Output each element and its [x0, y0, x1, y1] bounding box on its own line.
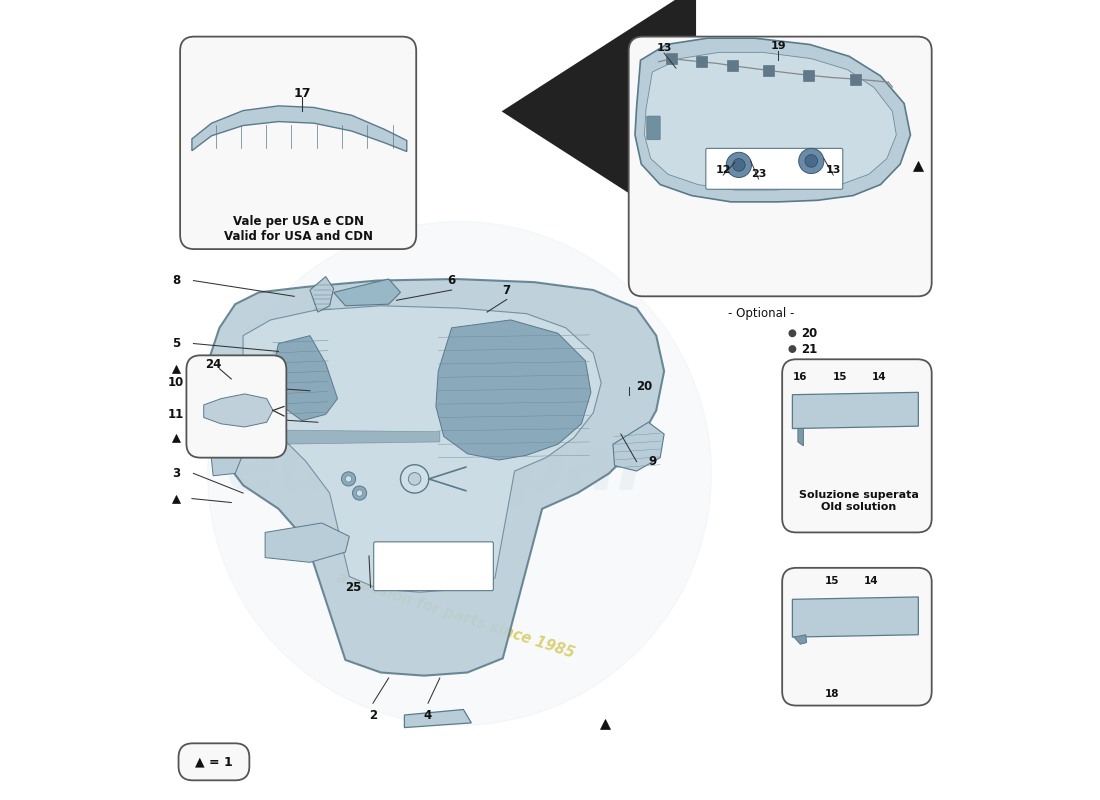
- Text: 9: 9: [648, 455, 657, 468]
- Text: 18: 18: [825, 689, 839, 698]
- Polygon shape: [794, 634, 806, 644]
- Polygon shape: [792, 597, 918, 637]
- Bar: [695, 56, 706, 67]
- Text: 4: 4: [424, 709, 432, 722]
- Circle shape: [345, 476, 352, 482]
- Circle shape: [341, 472, 355, 486]
- Polygon shape: [436, 320, 591, 460]
- Text: 6: 6: [448, 274, 455, 287]
- Polygon shape: [191, 106, 407, 151]
- Text: 25: 25: [345, 581, 362, 594]
- FancyBboxPatch shape: [782, 359, 932, 533]
- Text: - Optional -: - Optional -: [728, 307, 794, 320]
- Polygon shape: [635, 38, 911, 202]
- Text: 5: 5: [172, 337, 180, 350]
- Polygon shape: [265, 523, 350, 562]
- Polygon shape: [243, 306, 602, 592]
- Text: 13: 13: [826, 166, 842, 175]
- Circle shape: [726, 152, 751, 178]
- Text: 17: 17: [294, 86, 311, 100]
- FancyBboxPatch shape: [180, 37, 416, 249]
- Bar: [727, 60, 738, 71]
- Polygon shape: [210, 444, 242, 476]
- Polygon shape: [613, 422, 664, 471]
- Bar: [667, 53, 678, 64]
- Text: 14: 14: [864, 576, 879, 586]
- FancyBboxPatch shape: [782, 568, 932, 706]
- Circle shape: [733, 158, 745, 171]
- Circle shape: [799, 148, 824, 174]
- FancyBboxPatch shape: [647, 116, 660, 140]
- Circle shape: [789, 345, 796, 353]
- Polygon shape: [792, 392, 918, 429]
- Text: 20: 20: [802, 327, 817, 340]
- Polygon shape: [204, 394, 273, 427]
- Polygon shape: [310, 277, 333, 312]
- Bar: [803, 70, 814, 81]
- Text: eurorepar: eurorepar: [226, 433, 654, 506]
- Text: 12: 12: [715, 166, 730, 175]
- Circle shape: [789, 361, 796, 369]
- Circle shape: [400, 465, 429, 493]
- Circle shape: [805, 154, 817, 167]
- Circle shape: [789, 330, 796, 338]
- Text: 3: 3: [172, 467, 180, 480]
- FancyBboxPatch shape: [374, 542, 493, 590]
- Text: 2: 2: [368, 709, 377, 722]
- Text: 22: 22: [802, 358, 817, 371]
- FancyBboxPatch shape: [178, 743, 250, 780]
- Text: 15: 15: [825, 576, 839, 586]
- Bar: [850, 74, 861, 85]
- Text: 7: 7: [503, 283, 510, 297]
- Text: 16: 16: [793, 371, 807, 382]
- Polygon shape: [645, 52, 896, 190]
- Text: Soluzione superata
Old solution: Soluzione superata Old solution: [799, 490, 918, 512]
- FancyBboxPatch shape: [186, 355, 286, 458]
- Polygon shape: [333, 279, 400, 306]
- Text: 14: 14: [871, 371, 887, 382]
- Text: 19: 19: [770, 41, 786, 51]
- Polygon shape: [208, 279, 664, 676]
- Text: 23: 23: [751, 170, 767, 179]
- Text: 24: 24: [205, 358, 221, 371]
- FancyBboxPatch shape: [629, 37, 932, 296]
- Text: 15: 15: [833, 371, 847, 382]
- Text: 21: 21: [802, 342, 817, 355]
- Text: Vale per USA e CDN
Valid for USA and CDN: Vale per USA e CDN Valid for USA and CDN: [223, 215, 373, 243]
- Text: 20: 20: [636, 380, 652, 394]
- Text: 13: 13: [657, 43, 672, 54]
- Bar: [763, 65, 774, 76]
- Polygon shape: [273, 430, 440, 444]
- Circle shape: [208, 222, 712, 726]
- Text: 8: 8: [172, 274, 180, 287]
- Polygon shape: [798, 429, 803, 446]
- FancyBboxPatch shape: [706, 148, 843, 190]
- Text: 10: 10: [168, 376, 185, 390]
- Polygon shape: [405, 710, 471, 727]
- Text: ▲ = 1: ▲ = 1: [195, 755, 233, 768]
- Polygon shape: [271, 336, 338, 421]
- Text: 11: 11: [168, 408, 185, 421]
- Circle shape: [352, 486, 366, 500]
- Circle shape: [408, 473, 421, 485]
- Text: a passion for parts since 1985: a passion for parts since 1985: [334, 570, 576, 661]
- Circle shape: [356, 490, 363, 496]
